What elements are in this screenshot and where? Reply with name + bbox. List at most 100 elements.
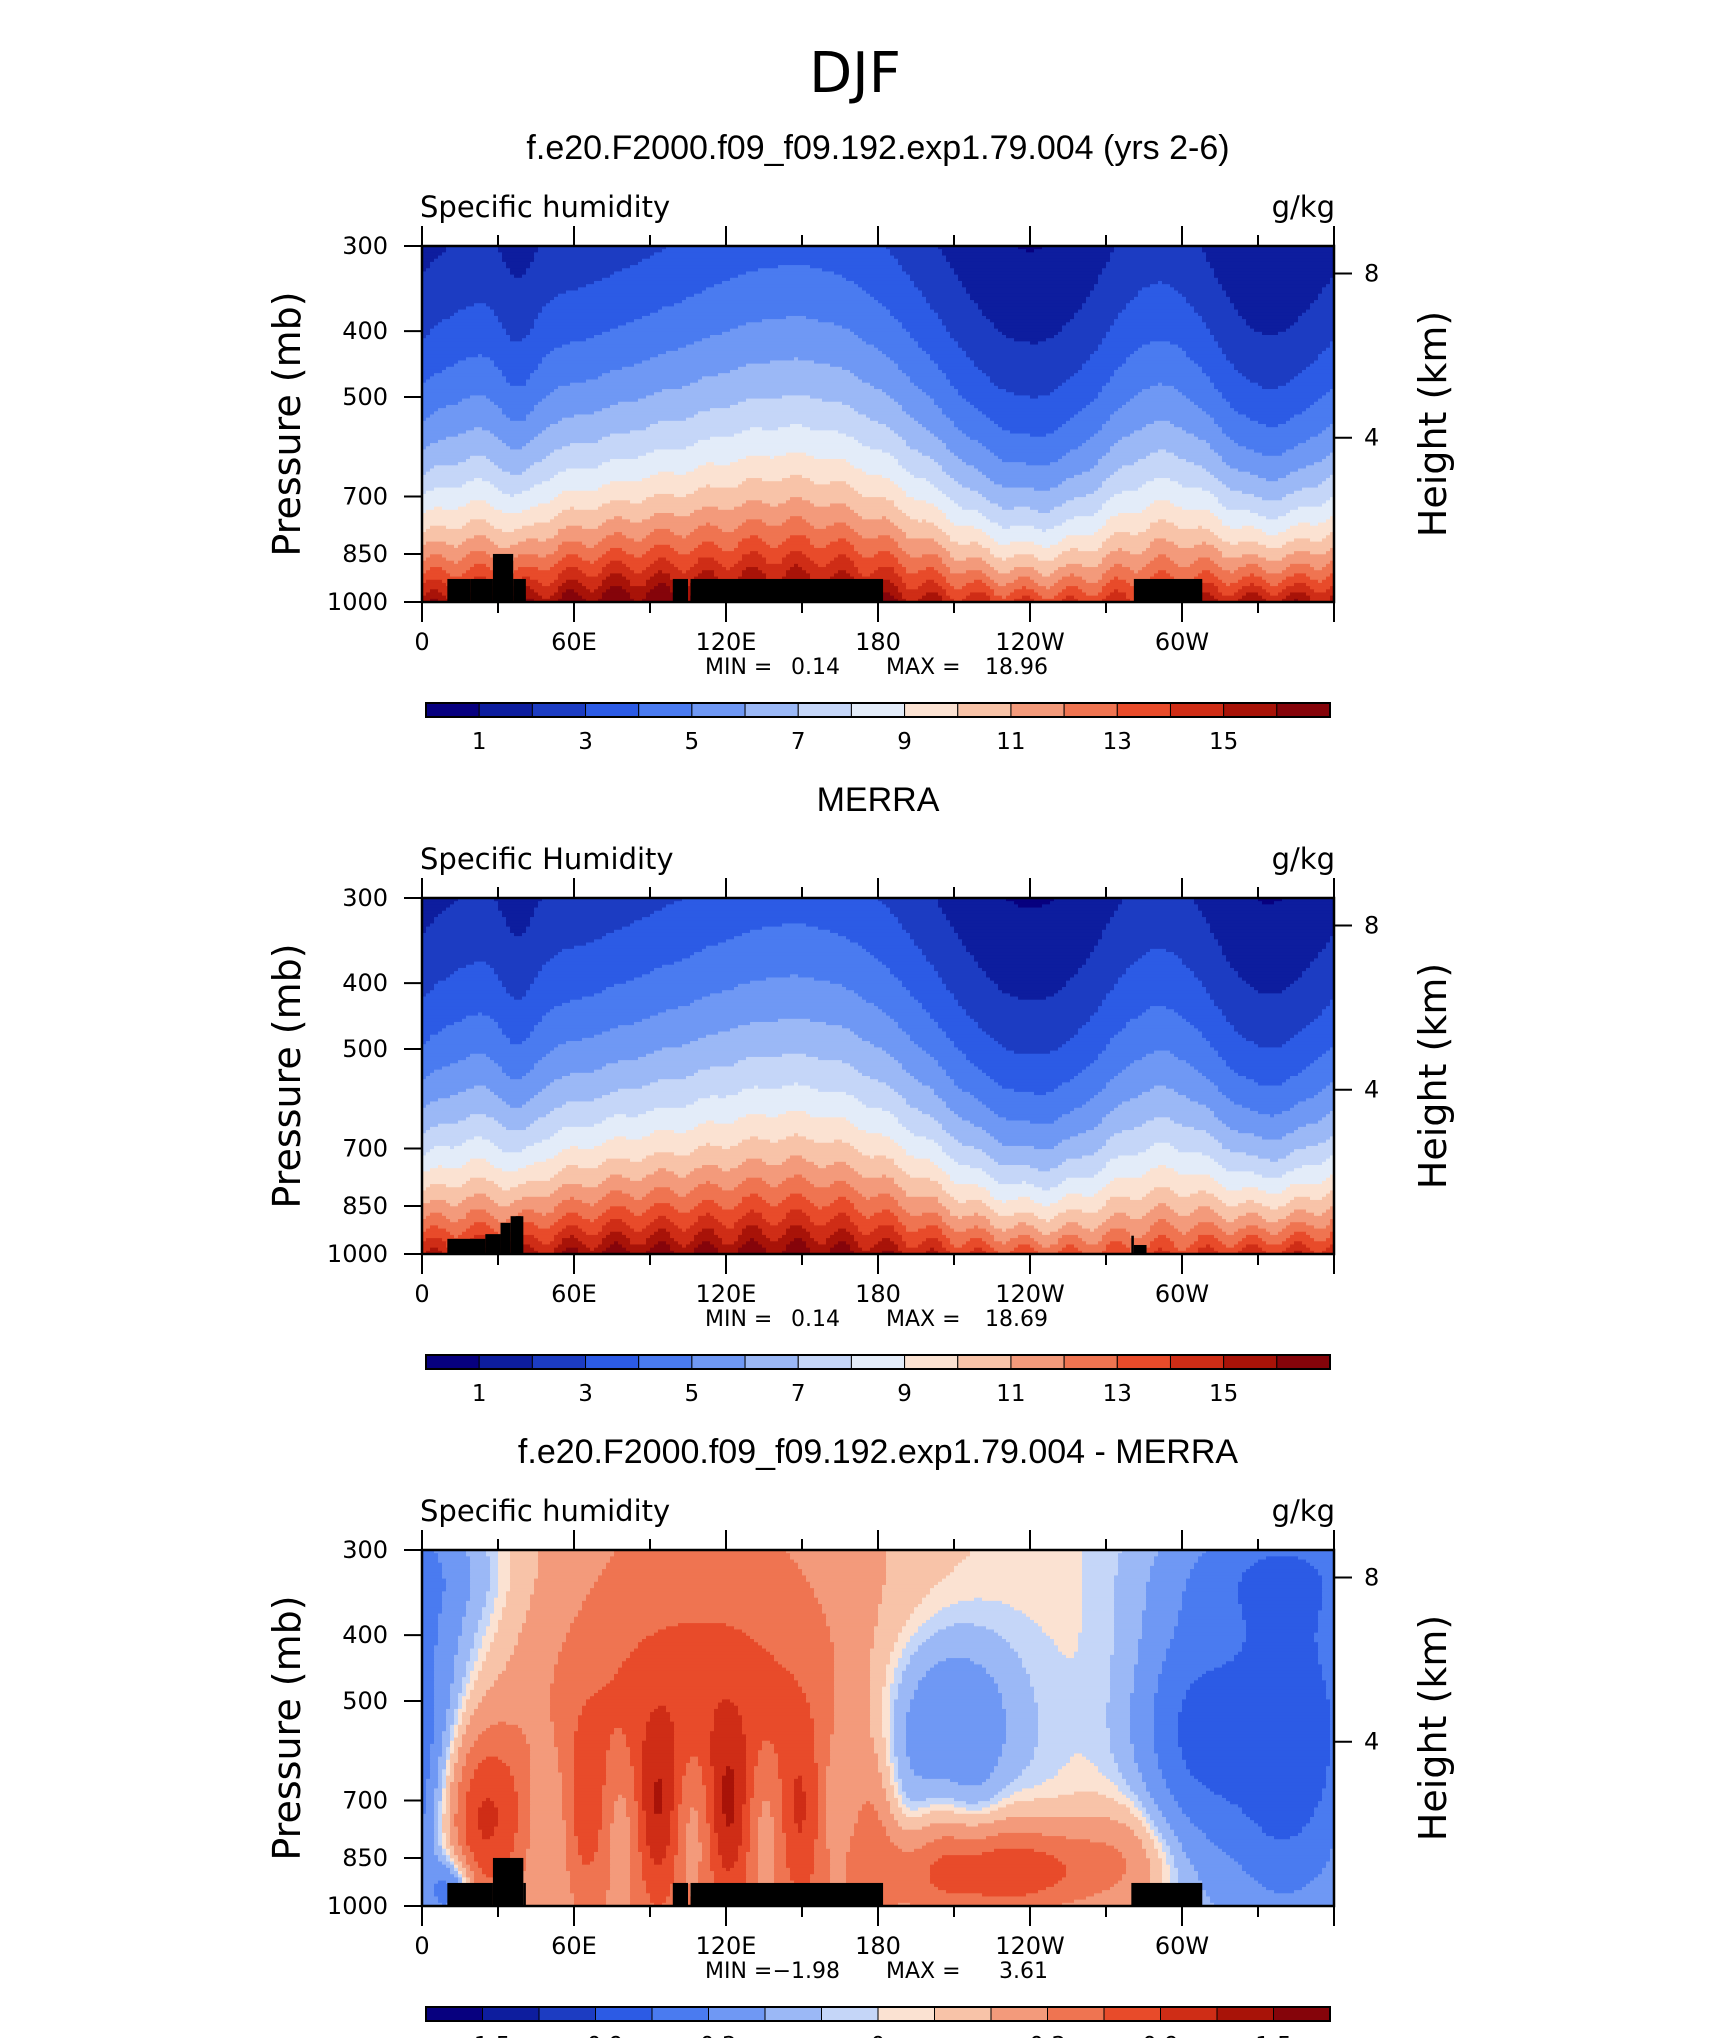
colorbar-swatch: [532, 703, 585, 717]
y-axis-title-right: Height (km): [1411, 963, 1455, 1189]
colorbar-label: 7: [791, 729, 806, 755]
colorbar-label: 13: [1103, 729, 1132, 755]
topography-mask: [501, 1223, 511, 1254]
lon-tick-label: 0: [414, 628, 429, 656]
colorbar-label: 15: [1209, 1381, 1238, 1407]
figure-title: DJF: [809, 41, 901, 106]
min-value: 0.14: [791, 655, 840, 680]
height-tick-label: 4: [1364, 1076, 1379, 1104]
colorbar-swatch: [639, 703, 692, 717]
topography-mask: [447, 1239, 485, 1254]
pressure-tick-label: 300: [342, 884, 388, 912]
variable-label: Specific humidity: [420, 1494, 670, 1528]
y-axis-title-right: Height (km): [1411, 311, 1455, 537]
height-tick-label: 4: [1364, 424, 1379, 452]
lon-tick-label: 120E: [696, 628, 757, 656]
colorbar-swatch: [1277, 1355, 1330, 1369]
colorbar-label: 1: [472, 729, 487, 755]
panel-title: f.e20.F2000.f09_f09.192.exp1.79.004 (yrs…: [526, 129, 1229, 167]
units-label: g/kg: [1272, 842, 1335, 876]
colorbar-swatch: [745, 703, 798, 717]
contour-field: [422, 1550, 1335, 1907]
colorbar-label: 9: [897, 729, 912, 755]
colorbar-swatch: [851, 1355, 904, 1369]
colorbar-label: 1: [472, 1381, 487, 1407]
min-label: MIN =: [705, 1307, 772, 1332]
max-label: MAX =: [886, 655, 961, 680]
lon-tick-label: 0: [414, 1280, 429, 1308]
colorbar-swatch: [1064, 1355, 1117, 1369]
panel-title: f.e20.F2000.f09_f09.192.exp1.79.004 - ME…: [518, 1433, 1238, 1471]
topography-mask: [1134, 1245, 1147, 1254]
colorbar-swatch: [532, 1355, 585, 1369]
pressure-tick-label: 700: [342, 483, 388, 511]
topography-mask: [493, 554, 513, 602]
topography-mask: [691, 579, 884, 602]
colorbar-swatch: [586, 703, 639, 717]
colorbar-swatch: [692, 1355, 745, 1369]
colorbar-label: 9: [897, 1381, 912, 1407]
lon-tick-label: 120E: [696, 1280, 757, 1308]
pressure-tick-label: 700: [342, 1135, 388, 1163]
lon-tick-label: 60E: [551, 1280, 597, 1308]
pressure-tick-label: 300: [342, 232, 388, 260]
colorbar-label: 7: [791, 1381, 806, 1407]
colorbar-label: 15: [1209, 729, 1238, 755]
pressure-tick-label: 500: [342, 383, 388, 411]
colorbar-label: 11: [996, 1381, 1025, 1407]
panel-title: MERRA: [817, 781, 940, 819]
variable-label: Specific Humidity: [420, 842, 674, 876]
topography-mask: [1131, 1236, 1134, 1254]
colorbar-label: 5: [685, 1381, 700, 1407]
topography-mask: [485, 1234, 500, 1254]
colorbar-swatch: [1277, 703, 1330, 717]
units-label: g/kg: [1272, 1494, 1335, 1528]
colorbar-swatch: [479, 703, 532, 717]
colorbar-label: 13: [1103, 1381, 1132, 1407]
colorbar-swatch: [1117, 703, 1170, 717]
colorbar-swatch: [798, 703, 851, 717]
topography-mask: [513, 579, 526, 602]
lon-tick-label: 180: [855, 1280, 901, 1308]
panel-3: f.e20.F2000.f09_f09.192.exp1.79.004 - ME…: [265, 1433, 1455, 2038]
colorbar-swatch: [958, 1355, 1011, 1369]
colorbar-swatch: [1224, 1355, 1277, 1369]
pressure-tick-label: 400: [342, 969, 388, 997]
y-axis-title-left: Pressure (mb): [265, 943, 309, 1208]
colorbar-swatch: [1011, 703, 1064, 717]
height-tick-label: 8: [1364, 911, 1379, 939]
colorbar-swatch: [692, 703, 745, 717]
colorbar-swatch: [798, 1355, 851, 1369]
colorbar-swatch: [479, 1355, 532, 1369]
colorbar-swatch: [905, 703, 958, 717]
colorbar-swatch: [586, 1355, 639, 1369]
min-value: 0.14: [791, 1307, 840, 1332]
lon-tick-label: 60W: [1155, 628, 1209, 656]
pressure-tick-label: 850: [342, 540, 388, 568]
max-label: MAX =: [886, 1307, 961, 1332]
topography-mask: [516, 1216, 524, 1254]
max-value: 18.96: [985, 655, 1048, 680]
colorbar-label: 3: [578, 1381, 593, 1407]
colorbar-swatch: [745, 1355, 798, 1369]
contour-field: [422, 246, 1335, 603]
pressure-tick-label: 400: [342, 317, 388, 345]
colorbar-label: 5: [685, 729, 700, 755]
variable-label: Specific humidity: [420, 190, 670, 224]
y-axis-title-left: Pressure (mb): [265, 291, 309, 556]
lon-tick-label: 180: [855, 628, 901, 656]
colorbar-swatch: [958, 703, 1011, 717]
contour-field: [422, 898, 1335, 1255]
colorbar-swatch: [639, 1355, 692, 1369]
topography-mask: [470, 579, 493, 602]
colorbar-swatch: [1224, 703, 1277, 717]
min-label: MIN =: [705, 655, 772, 680]
lon-tick-label: 120W: [995, 628, 1065, 656]
topography-mask: [1134, 579, 1202, 602]
pressure-tick-label: 1000: [327, 588, 388, 616]
topography-mask: [673, 579, 688, 602]
